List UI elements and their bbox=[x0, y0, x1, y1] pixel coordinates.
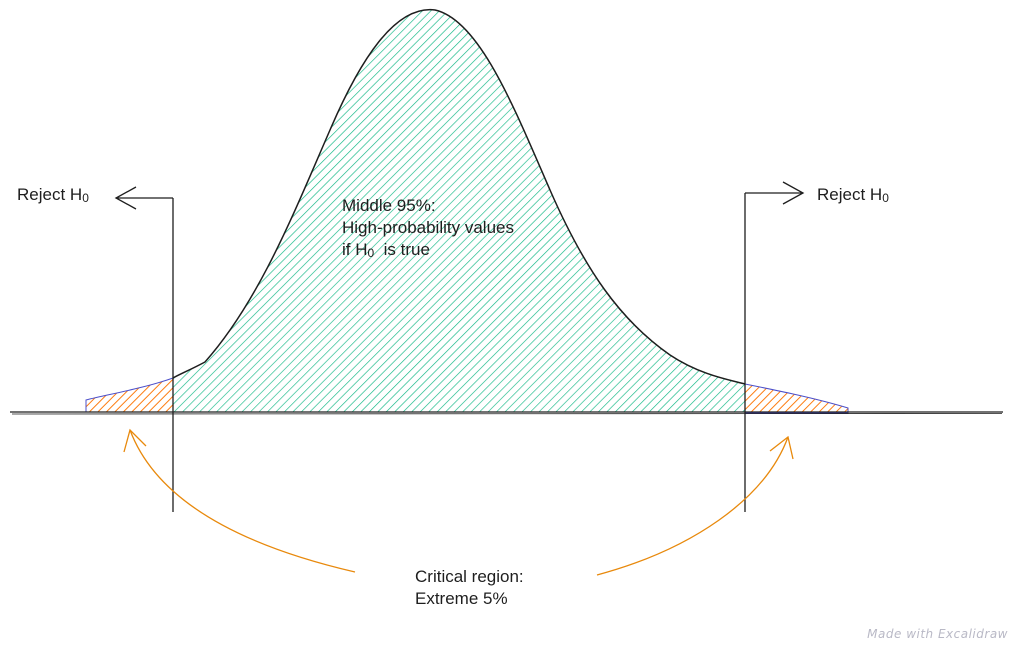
middle-line-1: Middle 95%: bbox=[342, 196, 436, 215]
left-orange-arrow bbox=[129, 429, 356, 573]
reject-right-text: Reject H bbox=[817, 185, 883, 204]
critical-line-2: Extreme 5% bbox=[415, 589, 508, 608]
middle-line-3-prefix: if H bbox=[342, 240, 368, 259]
right-orange-arrowhead bbox=[769, 435, 794, 460]
middle-line-2: High-probability values bbox=[342, 218, 514, 237]
left-orange-arrowhead bbox=[123, 428, 147, 453]
middle-line-3-suffix: is true bbox=[383, 240, 430, 259]
left-arrowhead bbox=[114, 186, 137, 210]
left-tail-region bbox=[85, 377, 174, 413]
middle-line-3-subscript: 0 bbox=[367, 246, 375, 260]
reject-left-subscript: 0 bbox=[82, 191, 89, 205]
bell-curve bbox=[172, 9, 746, 385]
right-orange-arrow bbox=[596, 436, 789, 576]
x-axis-stroke-2 bbox=[11, 413, 1003, 415]
right-tail-region bbox=[744, 383, 849, 414]
middle-region bbox=[173, 9, 745, 412]
middle-line-3: if H0 is true bbox=[342, 239, 514, 262]
middle-95-label: Middle 95%: High-probability values if H… bbox=[342, 195, 514, 262]
reject-left-text: Reject H bbox=[17, 185, 83, 204]
excalidraw-watermark: Made with Excalidraw bbox=[867, 627, 1008, 641]
critical-line-1: Critical region: bbox=[415, 567, 524, 586]
critical-region-label: Critical region: Extreme 5% bbox=[415, 566, 524, 610]
right-arrowhead bbox=[782, 181, 805, 205]
reject-h0-right-label: Reject H0 bbox=[817, 184, 889, 207]
reject-h0-left-label: Reject H0 bbox=[17, 184, 89, 207]
reject-right-subscript: 0 bbox=[882, 191, 889, 205]
